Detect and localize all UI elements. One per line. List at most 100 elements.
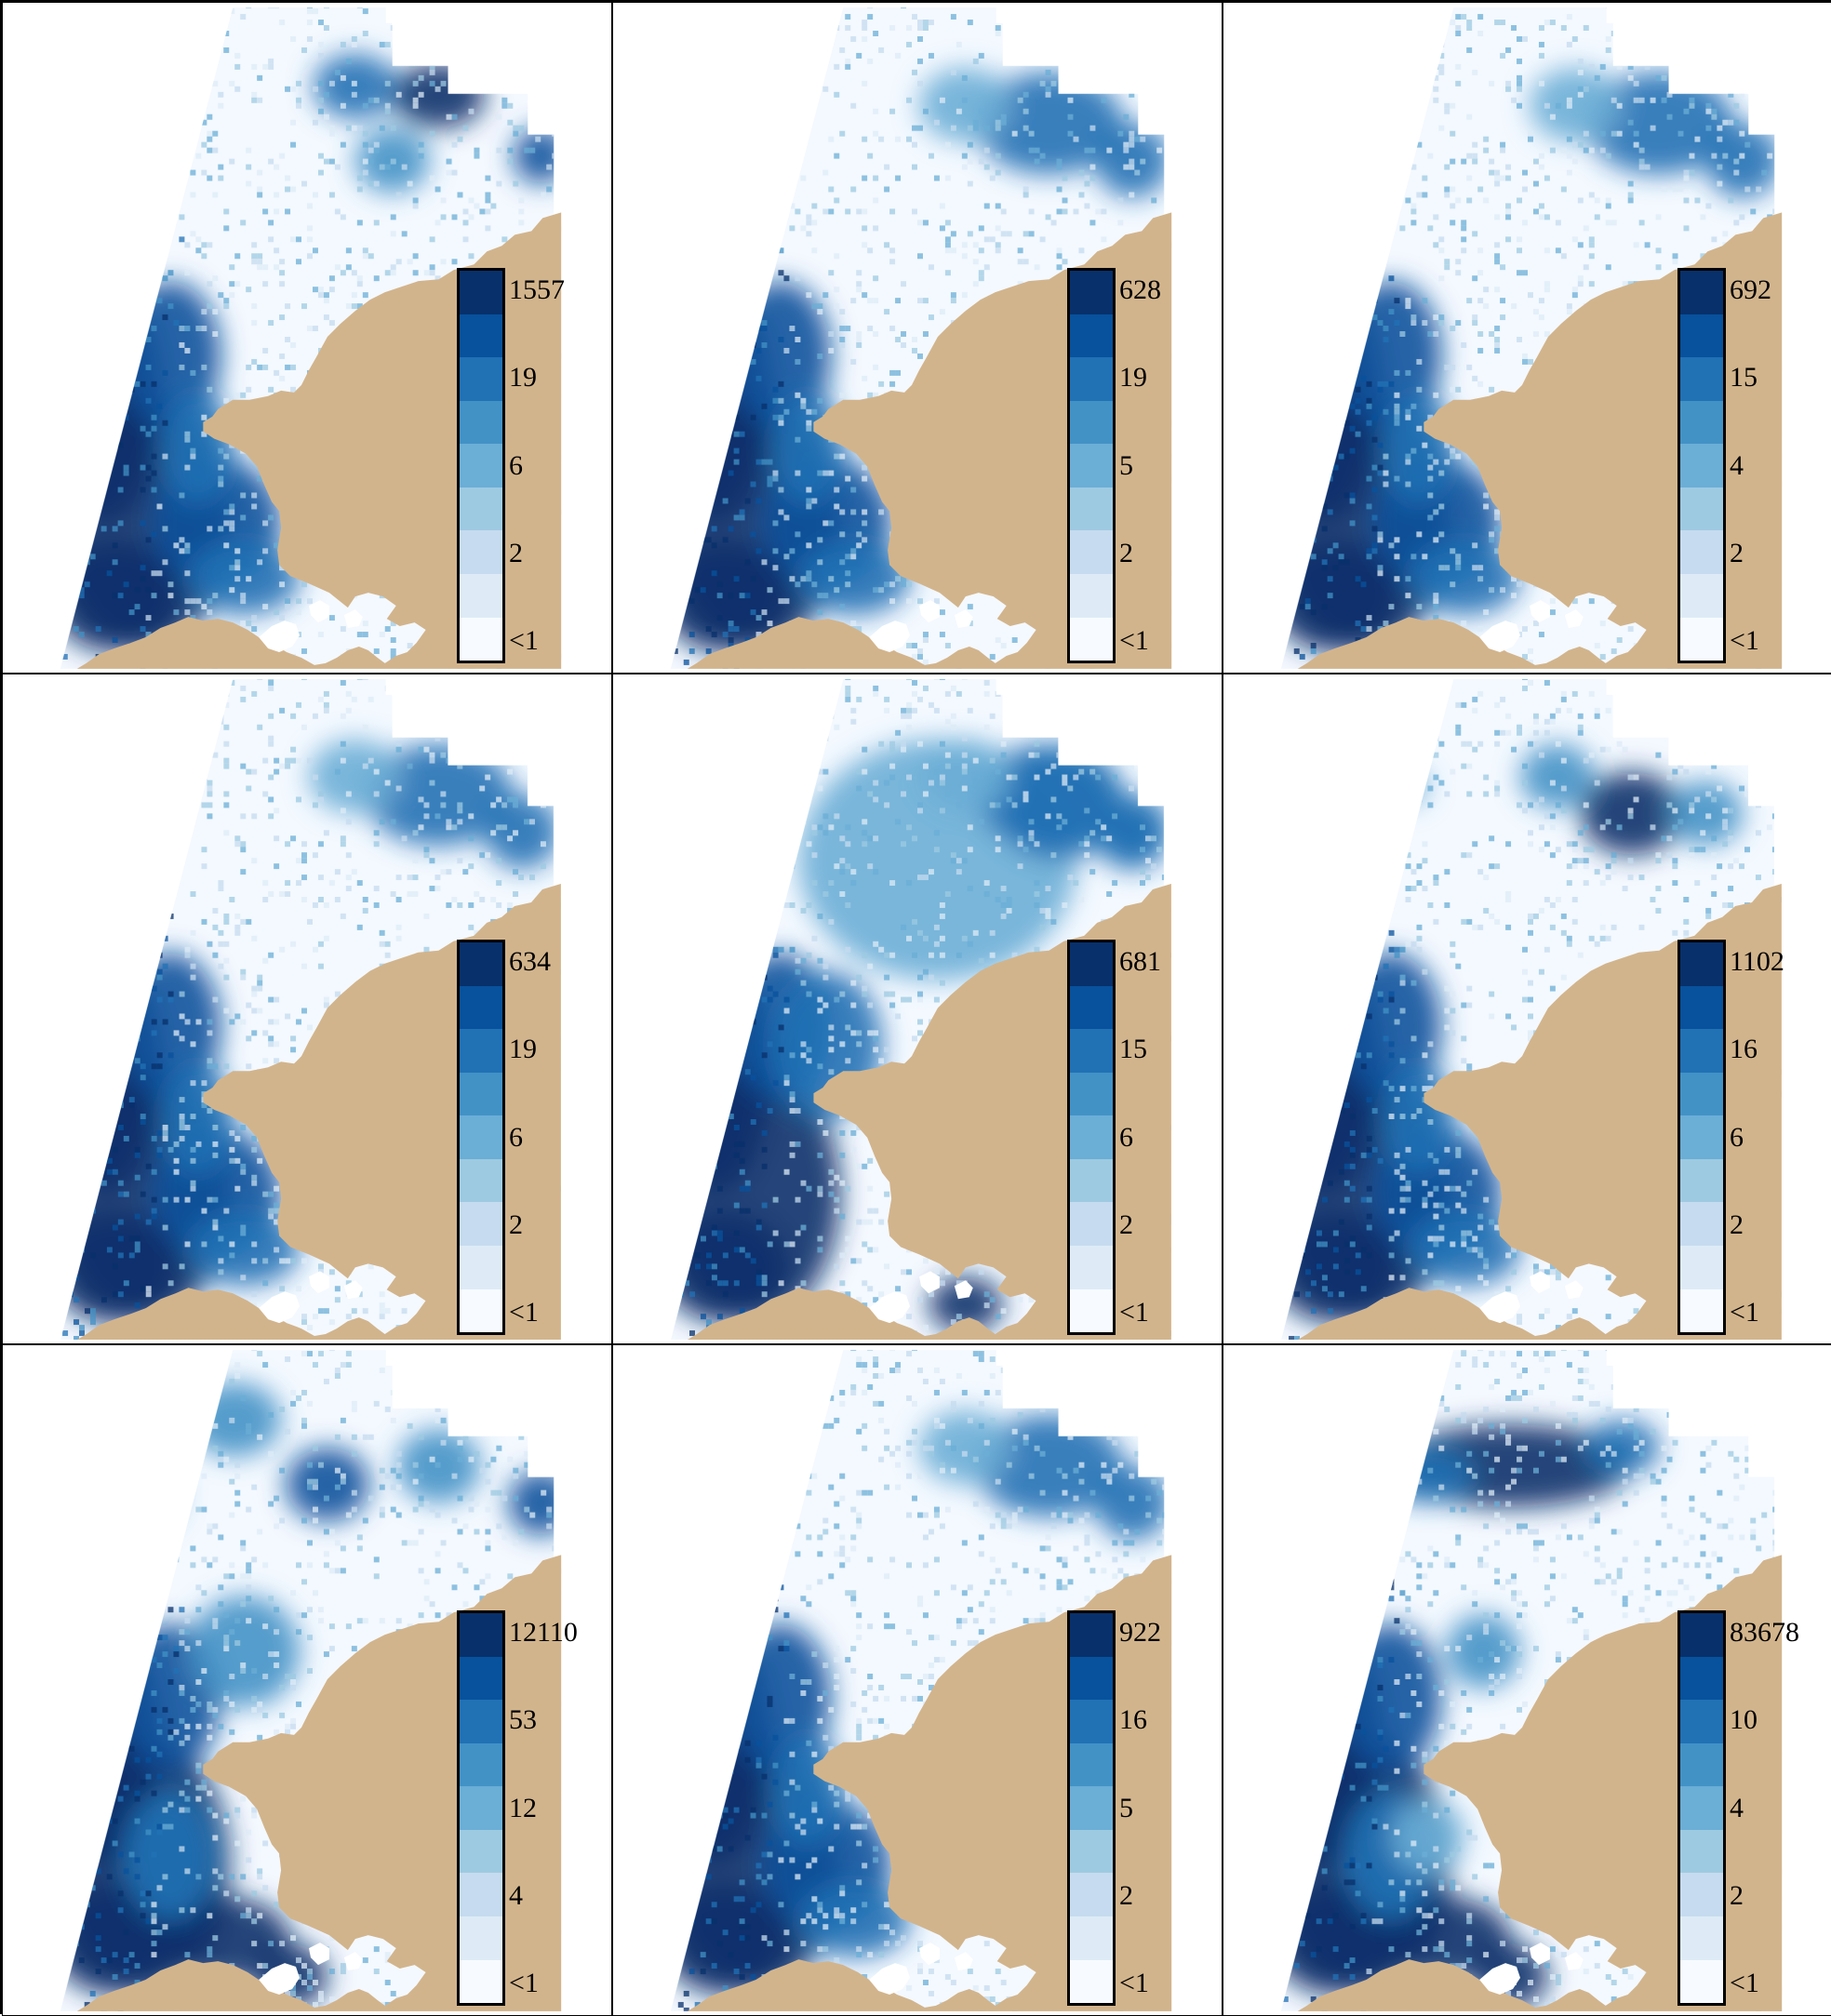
legend-swatch <box>460 1159 502 1203</box>
legend-swatch <box>460 1743 502 1787</box>
density-hotspot <box>393 63 486 128</box>
legend-colorbar <box>1067 268 1116 663</box>
legend-label: <1 <box>1119 1969 1149 1997</box>
density-hotspot <box>508 1471 573 1536</box>
legend-swatch <box>460 1873 502 1916</box>
legend-swatch <box>1680 1700 1723 1743</box>
legend-labels: 922 16 5 2 <1 <box>1119 1610 1222 2006</box>
legend-swatch <box>460 444 502 487</box>
legend-colorbar <box>1067 1610 1116 2006</box>
legend-label: 1557 <box>509 276 565 304</box>
legend-swatch <box>460 574 502 618</box>
legend-label: 6 <box>509 1124 523 1152</box>
legend-label: 10 <box>1730 1706 1757 1734</box>
legend-swatch <box>460 530 502 574</box>
legend-label: 922 <box>1119 1619 1161 1647</box>
legend-swatch <box>1680 401 1723 445</box>
legend-swatch <box>1680 1743 1723 1787</box>
legend-swatch <box>1070 1613 1113 1657</box>
legend-swatch <box>1070 1202 1113 1246</box>
legend-colorbar <box>1677 268 1726 663</box>
legend-swatch <box>1070 271 1113 314</box>
legend-swatch <box>460 1073 502 1116</box>
legend-swatch <box>460 1916 502 1960</box>
legend-swatch <box>1070 1029 1113 1073</box>
legend-swatch <box>460 1960 502 2004</box>
legend-label: 4 <box>1730 1795 1744 1822</box>
legend-swatch <box>460 618 502 661</box>
legend-swatch <box>1680 530 1723 574</box>
legend-swatch <box>460 1700 502 1743</box>
legend-swatch <box>460 1786 502 1830</box>
legend-label: <1 <box>509 627 539 655</box>
legend-label: 15 <box>1119 1035 1147 1063</box>
legend-swatch <box>1680 1830 1723 1874</box>
legend-swatch <box>460 271 502 314</box>
legend-swatch <box>460 1613 502 1657</box>
legend-swatch <box>1070 1873 1113 1916</box>
legend-swatch <box>460 942 502 986</box>
legend-colorbar <box>457 940 505 1335</box>
legend-swatch <box>1070 444 1113 487</box>
legend-label: 2 <box>1119 1211 1133 1239</box>
legend-label: 15 <box>1730 364 1757 392</box>
legend-swatch <box>460 1289 502 1333</box>
legend-label: 2 <box>1119 540 1133 567</box>
legend-label: 16 <box>1119 1706 1147 1734</box>
legend-swatch <box>1070 1700 1113 1743</box>
legend-label: 6 <box>1730 1124 1744 1152</box>
legend-swatch <box>460 1115 502 1159</box>
legend-swatch <box>1680 1289 1723 1333</box>
legend-label: 4 <box>509 1882 523 1910</box>
density-hotspot <box>1095 794 1169 869</box>
legend-swatch <box>1070 1786 1113 1830</box>
legend-colorbar <box>1677 940 1726 1335</box>
legend-label: 4 <box>1730 452 1744 480</box>
legend-swatch <box>1680 986 1723 1030</box>
legend-swatch <box>1070 1657 1113 1701</box>
legend-swatch <box>1680 1960 1723 2004</box>
legend-swatch <box>1680 1029 1723 1073</box>
legend-swatch <box>1680 1657 1723 1701</box>
map-panel-8: 922 16 5 2 <1 <box>612 1344 1223 2016</box>
legend-swatch <box>1070 530 1113 574</box>
legend-label: 681 <box>1119 948 1161 976</box>
legend-swatch <box>460 314 502 358</box>
legend-swatch <box>1680 1073 1723 1116</box>
legend-swatch <box>460 1202 502 1246</box>
legend-swatch <box>1680 942 1723 986</box>
legend-swatch <box>1680 1246 1723 1289</box>
legend-swatch <box>1070 1743 1113 1787</box>
legend-swatch <box>460 401 502 445</box>
legend-label: 5 <box>1119 1795 1133 1822</box>
legend-swatch <box>1680 1159 1723 1203</box>
legend-label: 1102 <box>1730 948 1784 976</box>
legend-label: 53 <box>509 1706 537 1734</box>
legend-label: 628 <box>1119 276 1161 304</box>
legend-swatch <box>1070 401 1113 445</box>
legend-swatch <box>1680 271 1723 314</box>
legend-swatch <box>1680 314 1723 358</box>
legend-label: 2 <box>1119 1882 1133 1910</box>
legend-swatch <box>1070 1246 1113 1289</box>
legend-swatch <box>1680 357 1723 401</box>
legend-swatch <box>1680 487 1723 531</box>
legend-label: 19 <box>509 364 537 392</box>
legend-label: 83678 <box>1730 1619 1799 1647</box>
legend-colorbar <box>1677 1610 1726 2006</box>
legend-swatch <box>1680 1786 1723 1830</box>
legend-swatch <box>1070 1159 1113 1203</box>
legend-swatch <box>1680 1873 1723 1916</box>
legend-swatch <box>460 1830 502 1874</box>
legend-label: 6 <box>1119 1124 1133 1152</box>
legend-swatch <box>1070 314 1113 358</box>
